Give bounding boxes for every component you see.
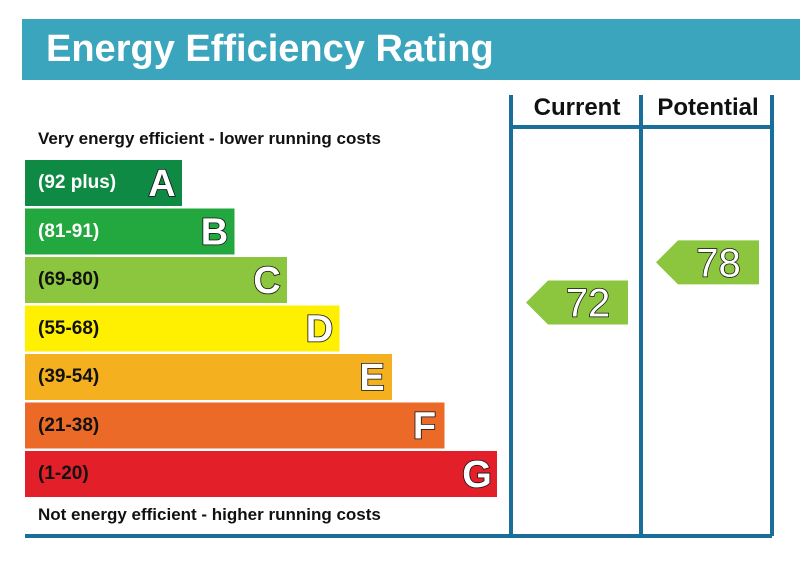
- band-letter-a: A: [148, 163, 175, 205]
- band-bar-b: [25, 208, 235, 255]
- top-caption: Very energy efficient - lower running co…: [38, 129, 381, 148]
- band-range-a: (92 plus): [38, 172, 117, 193]
- column-header-current: Current: [533, 94, 621, 121]
- band-letter-e: E: [359, 357, 384, 399]
- band-bar-f: [25, 402, 445, 449]
- band-bar-d: [25, 305, 340, 352]
- rating-arrow-current: [526, 280, 628, 325]
- band-range-b: (81-91): [38, 220, 100, 242]
- band-range-e: (39-54): [38, 366, 100, 387]
- band-range-c: (69-80): [38, 269, 100, 290]
- column-header-potential: Potential: [657, 94, 759, 121]
- band-range-g: (1-20): [38, 463, 89, 484]
- chart-title: Energy Efficiency Rating: [46, 28, 494, 70]
- band-letter-g: G: [462, 454, 492, 496]
- band-range-d: (55-68): [38, 317, 100, 339]
- band-bar-a: [25, 160, 182, 206]
- rating-arrow-potential: [656, 240, 759, 285]
- band-letter-c: C: [253, 260, 280, 302]
- band-letter-b: B: [201, 212, 228, 254]
- band-bar-e: [25, 354, 392, 400]
- band-bar-g: [25, 451, 497, 497]
- rating-value-current: 72: [566, 281, 611, 325]
- band-letter-d: D: [306, 309, 333, 351]
- band-letter-f: F: [413, 406, 436, 448]
- band-range-f: (21-38): [38, 414, 100, 436]
- header-banner: Energy Efficiency Rating: [22, 19, 800, 80]
- bottom-caption: Not energy efficient - higher running co…: [38, 505, 381, 524]
- band-bar-c: [25, 257, 287, 303]
- rating-value-potential: 78: [696, 241, 741, 285]
